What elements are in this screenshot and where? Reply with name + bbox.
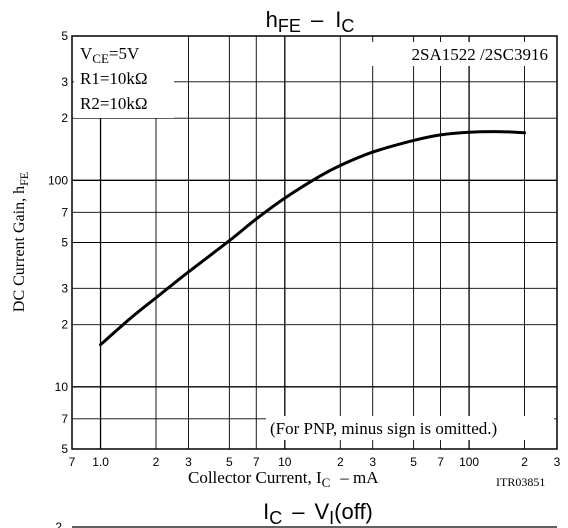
x-tick-label: 7 — [69, 455, 76, 469]
x-tick-label: 10 — [278, 455, 292, 469]
condition-r1: R1=10kΩ — [80, 69, 148, 88]
pnp-note: (For PNP, minus sign is omitted.) — [270, 419, 497, 438]
x-tick-label: 5 — [410, 455, 417, 469]
y-tick-label: 7 — [61, 412, 68, 426]
y-tick-label: 2 — [61, 318, 68, 332]
x-tick-label: 2 — [153, 455, 160, 469]
conditions-box-bg — [74, 36, 174, 118]
plot-frame — [71, 35, 558, 450]
x-tick-label: 3 — [185, 455, 192, 469]
y-tick-labels: 5 7 10 2 3 5 7 100 2 3 5 — [48, 29, 68, 456]
y-tick-label: 2 — [61, 111, 68, 125]
condition-vce: VCE=5V — [80, 44, 140, 66]
y-tick-label: 10 — [55, 380, 69, 394]
part-number: 2SA1522 /2SC3916 — [412, 45, 549, 64]
series-layer — [99, 130, 527, 347]
y-tick-label: 5 — [61, 442, 68, 456]
y-tick-label: 5 — [61, 29, 68, 43]
y-tick-label: 3 — [61, 281, 68, 295]
x-tick-label: 3 — [554, 455, 561, 469]
x-tick-label: 100 — [459, 455, 479, 469]
x-tick-label: 2 — [337, 455, 344, 469]
x-axis-label: Collector Current, IC – mA — [188, 468, 379, 490]
y-tick-label: 100 — [48, 173, 68, 187]
series-line — [99, 130, 527, 347]
condition-r2: R2=10kΩ — [80, 94, 148, 113]
y-tick-label: 7 — [61, 205, 68, 219]
part-number-bg — [372, 42, 552, 66]
y-tick-label: 5 — [61, 236, 68, 250]
figure-code: ITR03851 — [496, 475, 545, 489]
y-tick-label: 3 — [61, 75, 68, 89]
x-tick-label: 7 — [437, 455, 444, 469]
x-tick-labels: 7 1.0 2 3 5 7 10 2 3 5 7 100 2 3 — [69, 455, 561, 469]
x-tick-label: 3 — [369, 455, 376, 469]
y-axis-label: DC Current Gain, hFE — [11, 172, 31, 312]
next-chart-title: IC – VI(off) — [263, 499, 373, 528]
chart-title: hFE – IC — [266, 7, 355, 36]
x-tick-label: 1.0 — [92, 455, 109, 469]
x-tick-label: 5 — [226, 455, 233, 469]
next-chart-first-tick: 2 — [55, 520, 62, 528]
x-tick-label: 2 — [521, 455, 528, 469]
x-tick-label: 7 — [253, 455, 260, 469]
note-bg — [266, 416, 554, 440]
